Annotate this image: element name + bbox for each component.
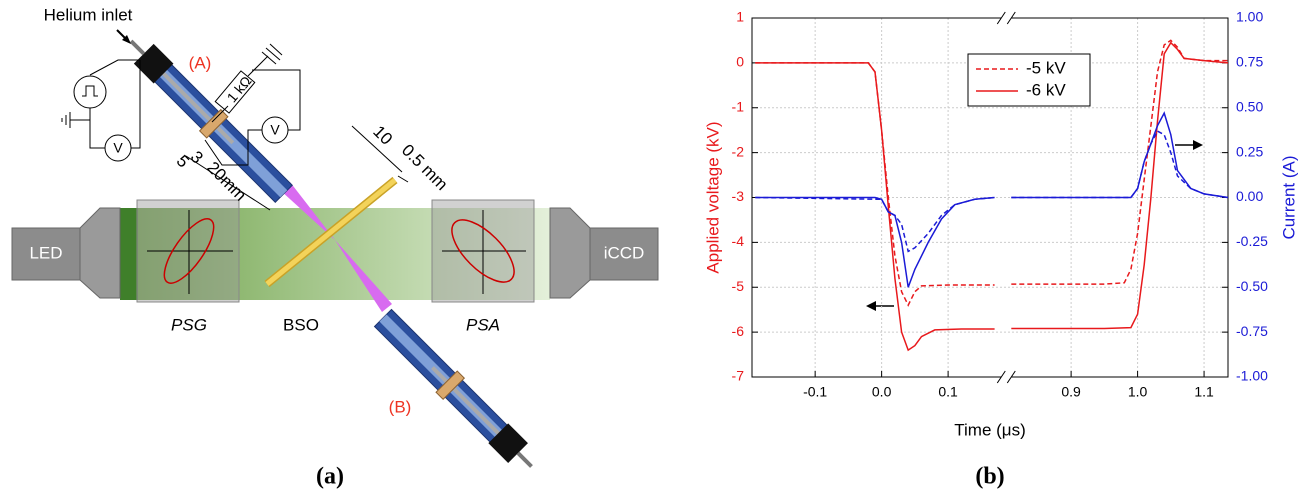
polarization-ellipse: [163, 218, 215, 284]
plasma-plume: [335, 240, 392, 312]
x-axis-title: Time (μs): [954, 420, 1026, 439]
led-lens: [79, 207, 121, 299]
x-tick-label: 0.0: [872, 384, 892, 400]
iccd-label: iCCD: [604, 243, 645, 262]
iccd-lens: [549, 207, 591, 299]
led-label: LED: [29, 243, 62, 262]
y-axis-title: Applied voltage (kV): [703, 121, 722, 273]
axis-break: [1001, 375, 1012, 379]
data-line: [755, 41, 1229, 352]
jet-tube-b: [373, 308, 533, 468]
y2-tick-label: 0.00: [1236, 188, 1263, 204]
y-tick-label: 0: [736, 54, 744, 70]
y2-tick-label: -1.00: [1236, 368, 1268, 384]
iccd-box: [589, 227, 659, 281]
y-tick-label: -5: [732, 278, 745, 294]
bso-label: BSO: [283, 315, 319, 334]
x-tick-label: 1.1: [1194, 384, 1214, 400]
break-mark: [996, 370, 1006, 384]
dimension-label: 3: [187, 147, 207, 167]
y2-tick-label: -0.50: [1236, 278, 1268, 294]
x-tick-label: 0.9: [1061, 384, 1081, 400]
break-mark: [1006, 11, 1016, 25]
break-mark: [1006, 370, 1016, 384]
filter: [120, 208, 138, 300]
dimension-label: 0.5 mm: [398, 141, 452, 195]
break-mark: [996, 11, 1006, 25]
y2-tick-label: 0.50: [1236, 98, 1263, 114]
data-line: [755, 130, 1229, 253]
y-tick-label: -2: [732, 143, 745, 159]
legend-label: -5 kV: [1026, 58, 1066, 77]
legend-box: [967, 53, 1091, 107]
x-tick-label: 1.0: [1128, 384, 1148, 400]
dimension-lines: [185, 125, 409, 211]
y2-axis-title: Current (A): [1279, 155, 1298, 239]
axis-break: [1001, 16, 1012, 20]
y2-tick-label: 0.75: [1236, 54, 1263, 70]
current-circuit: [204, 43, 301, 166]
diagram: LED iCCD PSG PSA BSO: [11, 5, 659, 468]
y2-tick-label: 0.25: [1236, 143, 1263, 159]
jet-label: (B): [389, 397, 412, 416]
caption: (a): [316, 464, 344, 490]
y-tick-label: -7: [732, 368, 745, 384]
y2-tick-label: -0.25: [1236, 233, 1268, 249]
jet-label: (A): [189, 53, 212, 72]
y-tick-label: -4: [732, 233, 745, 249]
caption: (b): [975, 464, 1004, 490]
legend-label: -6 kV: [1026, 80, 1066, 99]
led-box: [11, 227, 81, 281]
pulse-circuit: [61, 59, 141, 162]
polarization-ellipse: [451, 219, 515, 283]
y2-tick-label: -0.75: [1236, 323, 1268, 339]
voltmeter-label: V: [113, 140, 123, 156]
psg-label: PSG: [171, 315, 207, 334]
psa-label: PSA: [466, 315, 500, 334]
dimension-label: 10: [369, 122, 396, 149]
helium-inlet-label: Helium inlet: [44, 5, 133, 24]
bso-plate: [265, 178, 397, 286]
y-tick-label: -1: [732, 98, 745, 114]
plasma-plume: [280, 182, 335, 240]
y-tick-label: -3: [732, 188, 745, 204]
y-tick-label: 1: [736, 9, 744, 25]
x-tick-label: -0.1: [803, 384, 827, 400]
voltmeter-label: V: [270, 122, 280, 138]
inlet-arrow: [122, 35, 131, 44]
light-beam: [120, 208, 550, 300]
data-line: [755, 111, 1229, 288]
y2-tick-label: 1.00: [1236, 9, 1263, 25]
y-tick-label: -6: [732, 323, 745, 339]
axis-arrows: [866, 140, 1203, 311]
x-tick-label: 0.1: [938, 384, 958, 400]
